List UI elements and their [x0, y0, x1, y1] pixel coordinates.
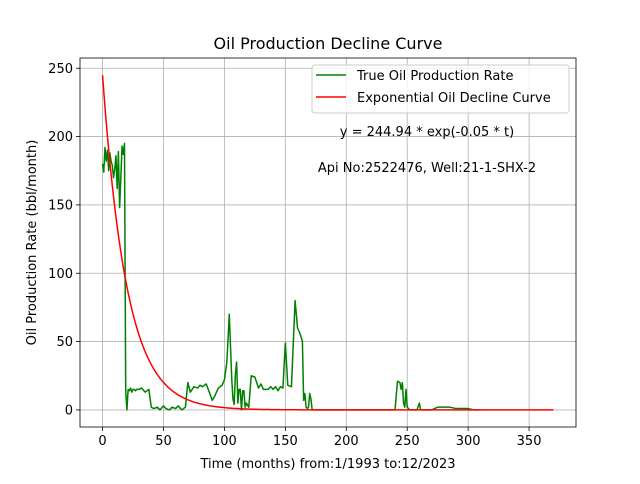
- x-tick-label: 250: [395, 434, 420, 449]
- y-axis-label: Oil Production Rate (bbl/month): [25, 140, 40, 346]
- legend-label-true: True Oil Production Rate: [356, 69, 513, 84]
- y-ticks: 0 50 100 150 200 250: [48, 62, 80, 418]
- x-tick-label: 50: [155, 434, 172, 449]
- legend-box: [311, 64, 570, 114]
- y-tick-label: 100: [48, 267, 73, 282]
- y-tick-label: 200: [48, 130, 73, 145]
- well-annotation: Api No:2522476, Well:21-1-SHX-2: [318, 161, 536, 176]
- x-tick-label: 0: [98, 434, 106, 449]
- plot-frame: [79, 57, 577, 428]
- series-line-exponential-decline-curve: [101, 75, 554, 411]
- y-tick-label: 0: [65, 403, 73, 418]
- x-tick-label: 300: [456, 434, 481, 449]
- x-tick-label: 150: [273, 434, 298, 449]
- y-tick-label: 150: [48, 198, 73, 213]
- legend: True Oil Production Rate Exponential Oil…: [311, 64, 570, 114]
- y-tick-label: 250: [48, 62, 73, 77]
- y-tick-label: 50: [56, 335, 73, 350]
- x-axis-label: Time (months) from:1/1993 to:12/2023: [199, 457, 455, 472]
- series-line-true-oil-production-rate: [101, 142, 481, 411]
- chart-title: Oil Production Decline Curve: [214, 34, 443, 53]
- x-ticks: 0 50 100 150 200 250 300 350: [98, 427, 541, 449]
- x-tick-label: 100: [212, 434, 237, 449]
- x-tick-label: 350: [517, 434, 542, 449]
- series-layer: [101, 75, 554, 411]
- x-tick-label: 200: [334, 434, 359, 449]
- equation-annotation: y = 244.94 * exp(-0.05 * t): [340, 125, 514, 140]
- legend-label-exponential: Exponential Oil Decline Curve: [357, 91, 551, 106]
